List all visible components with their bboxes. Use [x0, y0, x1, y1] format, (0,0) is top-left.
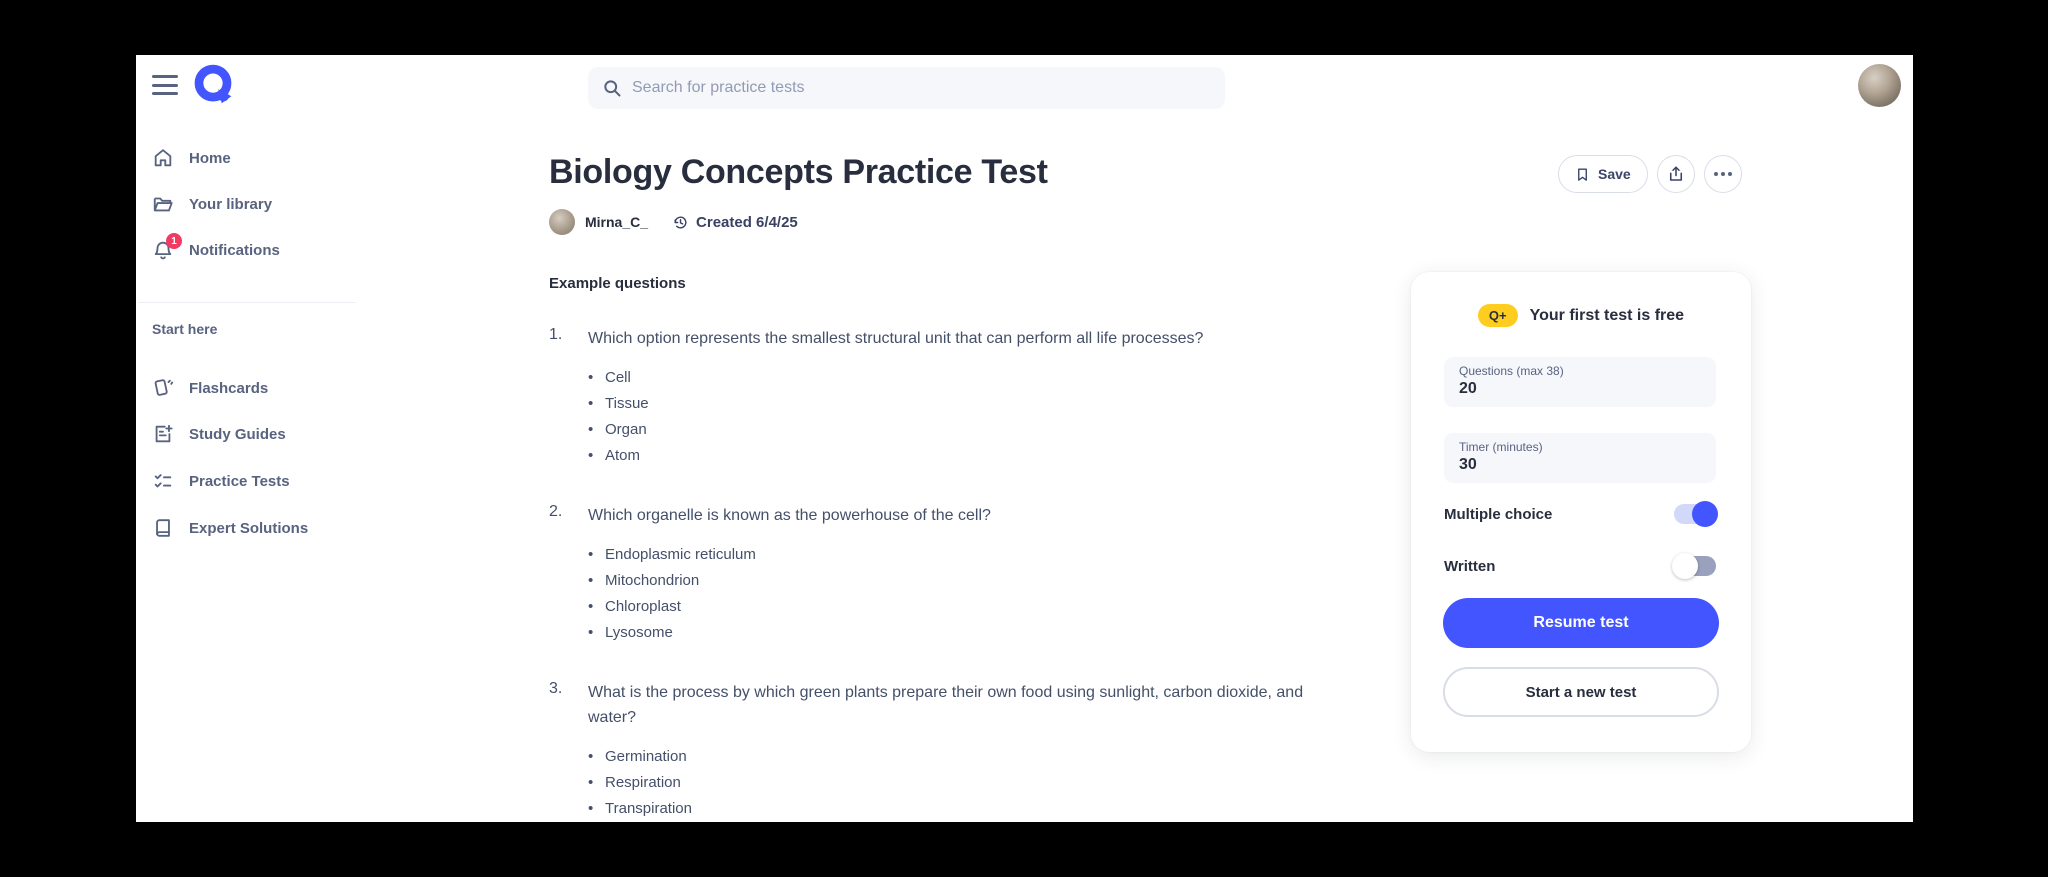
sidebar-item-notifications[interactable]: 1 Notifications	[152, 233, 280, 265]
sidebar-item-home[interactable]: Home	[152, 143, 231, 173]
sidebar-item-label: Expert Solutions	[189, 519, 309, 537]
sidebar-item-label: Study Guides	[189, 425, 286, 443]
question-text: Which option represents the smallest str…	[588, 330, 1204, 347]
start-new-test-button[interactable]: Start a new test	[1443, 667, 1719, 717]
sidebar-section-label: Start here	[152, 321, 218, 337]
sidebar-item-label: Flashcards	[189, 379, 269, 397]
resume-test-button[interactable]: Resume test	[1443, 598, 1719, 648]
share-icon	[1669, 166, 1682, 181]
toggle-label: Written	[1444, 557, 1496, 575]
multiple-choice-row: Multiple choice	[1444, 501, 1718, 527]
study-guides-icon	[155, 424, 173, 443]
sidebar-item-label: Your library	[189, 195, 273, 213]
option: Chloroplast	[588, 594, 1359, 620]
card-title: Your first test is free	[1529, 306, 1685, 324]
field-label: Questions (max 38)	[1459, 364, 1564, 378]
sidebar-item-expert-solutions[interactable]: Expert Solutions	[152, 513, 308, 543]
sidebar-item-label: Practice Tests	[189, 472, 290, 490]
ellipsis-icon	[1713, 172, 1732, 176]
sidebar-item-your-library[interactable]: Your library	[152, 189, 272, 219]
option: Transpiration	[588, 796, 1359, 822]
option: Lysosome	[588, 620, 1359, 646]
question-3: 3. What is the process by which green pl…	[549, 680, 1359, 822]
author-avatar[interactable]	[549, 209, 575, 235]
menu-icon[interactable]	[152, 75, 178, 95]
option: Germination	[588, 744, 1359, 770]
question-options: Cell Tissue Organ Atom	[588, 365, 1359, 469]
test-settings-card: Q+ Your first test is free Questions (ma…	[1411, 272, 1751, 752]
user-avatar[interactable]	[1858, 64, 1901, 107]
card-header: Q+ Your first test is free	[1443, 304, 1719, 327]
quizlet-logo-icon[interactable]	[192, 63, 234, 105]
search-input[interactable]	[632, 79, 1211, 97]
question-text: Which organelle is known as the powerhou…	[588, 507, 991, 524]
option: Endoplasmic reticulum	[588, 542, 1359, 568]
field-value: 20	[1459, 380, 1477, 397]
option: Respiration	[588, 770, 1359, 796]
share-button[interactable]	[1656, 155, 1695, 193]
timer-minutes-field[interactable]: Timer (minutes) 30	[1444, 433, 1716, 483]
question-text: What is the process by which green plant…	[588, 684, 1304, 726]
created-info: Created 6/4/25	[672, 214, 798, 231]
home-icon	[154, 149, 172, 167]
question-1: 1. Which option represents the smallest …	[549, 326, 1359, 469]
written-row: Written	[1444, 553, 1716, 579]
sidebar-item-flashcards[interactable]: Flashcards	[152, 373, 268, 403]
author-name[interactable]: Mirna_C_	[585, 214, 649, 230]
more-options-button[interactable]	[1703, 155, 1742, 193]
sidebar-item-study-guides[interactable]: Study Guides	[152, 419, 286, 449]
folder-icon	[153, 197, 173, 212]
option: Cell	[588, 365, 1359, 391]
search-icon	[604, 80, 621, 97]
sidebar-divider	[138, 302, 356, 303]
page-title: Biology Concepts Practice Test	[549, 153, 1048, 191]
bookmark-icon	[1578, 168, 1587, 181]
field-value: 30	[1459, 456, 1477, 473]
question-number: 2.	[549, 503, 563, 520]
option: Tissue	[588, 391, 1359, 417]
sidebar-item-practice-tests[interactable]: Practice Tests	[152, 466, 290, 496]
example-questions-heading: Example questions	[549, 275, 686, 292]
page-actions: Save	[1558, 155, 1742, 193]
question-options: Germination Respiration Transpiration Ph…	[588, 744, 1359, 822]
questions-count-field[interactable]: Questions (max 38) 20	[1444, 357, 1716, 407]
question-options: Endoplasmic reticulum Mitochondrion Chlo…	[588, 542, 1359, 646]
bell-icon: 1	[152, 233, 182, 261]
option: Organ	[588, 417, 1359, 443]
toggle-label: Multiple choice	[1444, 505, 1553, 523]
history-clock-icon	[674, 216, 687, 228]
written-toggle[interactable]	[1672, 553, 1716, 579]
option: Atom	[588, 443, 1359, 469]
main-content: Biology Concepts Practice Test Mirna_C_ …	[549, 153, 1389, 822]
option: Mitochondrion	[588, 568, 1359, 594]
save-button[interactable]: Save	[1558, 155, 1648, 193]
app-window: Home Your library 1 Notifications Start …	[136, 55, 1913, 822]
question-number: 3.	[549, 680, 563, 697]
practice-tests-icon	[154, 474, 172, 488]
byline: Mirna_C_ Created 6/4/25	[549, 209, 1389, 235]
notification-badge: 1	[166, 233, 182, 249]
qplus-badge: Q+	[1477, 304, 1518, 327]
question-number: 1.	[549, 326, 563, 343]
field-label: Timer (minutes)	[1459, 440, 1543, 454]
book-icon	[156, 519, 170, 537]
sidebar-item-label: Notifications	[189, 241, 280, 259]
sidebar-item-label: Home	[189, 149, 231, 167]
flashcards-icon	[154, 379, 174, 396]
question-2: 2. Which organelle is known as the power…	[549, 503, 1359, 646]
multiple-choice-toggle[interactable]	[1674, 501, 1718, 527]
search-bar[interactable]	[588, 67, 1225, 109]
